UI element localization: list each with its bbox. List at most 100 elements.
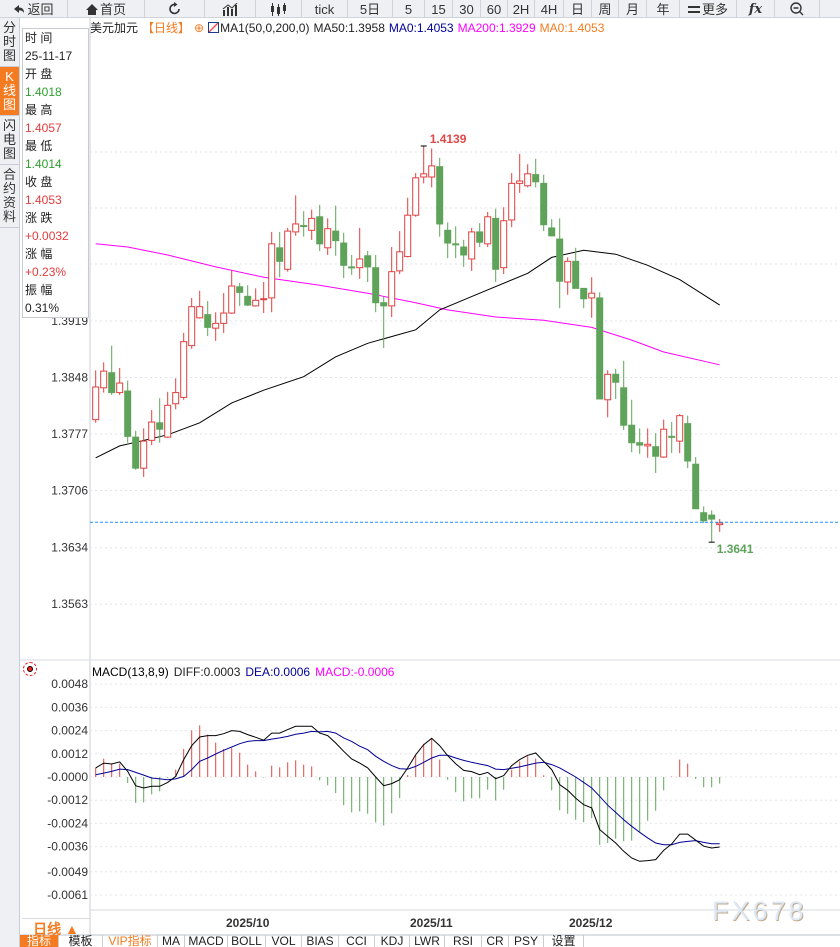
price-tick-label: 1.3848 <box>51 370 88 384</box>
indicator-tab[interactable]: 指标 <box>20 935 59 947</box>
candle-body <box>516 180 524 184</box>
candle-body <box>132 436 140 469</box>
sidebar-tab-time-chart[interactable]: 分时图 <box>0 18 19 67</box>
toolbar-refresh-button[interactable] <box>145 0 205 18</box>
toolbar-button[interactable]: 4H <box>535 0 564 18</box>
indicator-tab[interactable]: BOLL <box>228 935 266 947</box>
sidebar-tab-contract-info[interactable]: 合约资料 <box>0 165 19 228</box>
candle-body <box>196 306 204 319</box>
sidebar-tab-flash-chart[interactable]: 闪电图 <box>0 116 19 165</box>
candle-body <box>228 285 236 314</box>
zoom-out-icon <box>790 2 804 16</box>
candle-body <box>492 217 500 270</box>
toolbar-label: tick <box>314 1 335 17</box>
toolbar-button[interactable]: 周 <box>592 0 619 18</box>
candle-body <box>356 258 364 269</box>
toolbar-button[interactable]: 30 <box>453 0 481 18</box>
toolbar-zoom-out-button[interactable] <box>775 0 820 18</box>
indicator-tab[interactable]: BIAS <box>302 935 339 947</box>
toolbar-button[interactable]: 5 <box>393 0 425 18</box>
indicator-tab[interactable]: VOL <box>266 935 302 947</box>
dea-line <box>95 730 720 846</box>
candle-body <box>644 443 652 447</box>
candle-body <box>636 442 644 446</box>
high-value: 1.4057 <box>25 121 62 135</box>
toolbar-button[interactable]: 5日 <box>348 0 393 18</box>
indicator-tab[interactable]: MACD <box>185 935 228 947</box>
toolbar-button[interactable]: 日 <box>564 0 592 18</box>
pct-value: +0.23% <box>25 265 67 279</box>
indicator-tab[interactable]: CCI <box>339 935 375 947</box>
close-label: 收 盘 <box>25 175 53 189</box>
macd-settings-icon[interactable] <box>23 662 37 676</box>
macd-tick-label: 0.0048 <box>51 677 88 691</box>
ma200-value: MA200:1.3929 <box>457 21 536 35</box>
sidebar-tab-kline-chart[interactable]: K线图 <box>0 67 19 116</box>
macd-name: MACD(13,8,9) <box>92 665 169 679</box>
toolbar-button[interactable]: 更多 <box>680 0 737 18</box>
candle-body <box>708 514 716 520</box>
sidebar: 分时图 K线图 闪电图 合约资料 <box>0 18 20 947</box>
toolbar-label: 60 <box>486 1 502 17</box>
price-tick-label: 1.3563 <box>51 597 88 611</box>
candle-body <box>364 255 372 268</box>
candle-body <box>164 404 172 438</box>
toolbar-candlestick-button[interactable] <box>256 0 302 18</box>
toolbar-button[interactable]: 60 <box>481 0 508 18</box>
candle-body <box>332 230 340 242</box>
toolbar-button[interactable]: 月 <box>619 0 647 18</box>
indicator-tab[interactable]: VIP指标 <box>103 935 158 947</box>
date-label: 2025/10 <box>226 916 270 930</box>
indicator-tab[interactable]: PSY <box>509 935 544 947</box>
candle-body <box>484 216 492 245</box>
candle-body <box>468 231 476 260</box>
ma200-line <box>95 243 720 366</box>
toolbar-bar-chart-button[interactable] <box>205 0 256 18</box>
toolbar-label: 2H <box>512 1 530 17</box>
candle-body <box>628 424 636 444</box>
candle-body <box>476 231 484 243</box>
toolbar-button[interactable]: 2H <box>508 0 535 18</box>
sidebar-tab-label: 合约资料 <box>2 167 16 224</box>
high-price-annotation: 1.4139 <box>430 132 467 146</box>
price-tick-label: 1.3634 <box>51 541 88 555</box>
indicator-tab[interactable]: MA <box>158 935 185 947</box>
candle-body <box>316 216 324 245</box>
toolbar-button[interactable]: 首页 <box>68 0 145 18</box>
macd-value: MACD:-0.0006 <box>315 665 395 679</box>
candle-body <box>564 260 572 283</box>
sidebar-tab-label: K线图 <box>2 69 16 112</box>
candle-body <box>684 423 692 462</box>
toolbar-fx-formula-button[interactable]: fx <box>737 0 775 18</box>
period-selector[interactable]: 日线 ▲ <box>22 918 90 937</box>
pct-label: 涨 幅 <box>25 247 53 261</box>
indicator-tab[interactable]: KDJ <box>375 935 410 947</box>
indicator-tab[interactable]: RSI <box>445 935 482 947</box>
candle-body <box>500 220 508 269</box>
toolbar-label: 年 <box>656 1 670 17</box>
toolbar-button[interactable]: 15 <box>425 0 453 18</box>
indicator-tab[interactable]: 设置 <box>544 935 584 947</box>
candle-body <box>300 225 308 228</box>
candle-body <box>548 227 556 237</box>
chart-header: 美元加元 【日线】 ⊕ MA1(50,0,200,0) MA50:1.3958 MA0:1… <box>90 19 608 36</box>
candle-body <box>92 386 100 421</box>
indicator-tab[interactable]: 模板 <box>59 935 103 947</box>
amp-value: 0.31% <box>25 301 60 315</box>
candle-body <box>604 373 612 401</box>
toolbar-button[interactable]: 返回 <box>0 0 68 18</box>
indicator-icon[interactable] <box>208 22 220 33</box>
candle-body <box>556 238 564 282</box>
change-value: +0.0032 <box>25 229 69 243</box>
open-label: 开 盘 <box>25 67 53 81</box>
candle-body <box>460 246 468 256</box>
indicator-tab[interactable]: LWR <box>410 935 445 947</box>
toolbar-label: 5 <box>404 1 413 17</box>
indicator-tab[interactable]: CR <box>482 935 509 947</box>
candle-body <box>308 217 316 231</box>
settings-target-icon[interactable]: ⊕ <box>194 21 205 35</box>
indicator-name: MA1(50,0,200,0) <box>220 21 310 35</box>
toolbar-button[interactable]: tick <box>302 0 348 18</box>
toolbar-button[interactable]: 年 <box>647 0 680 18</box>
